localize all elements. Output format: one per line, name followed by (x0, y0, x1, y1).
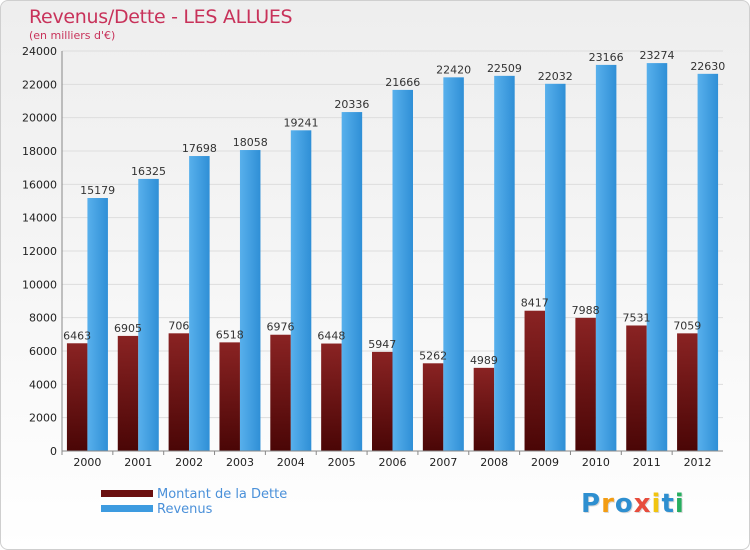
x-tick-label: 2005 (328, 456, 356, 469)
bar-revenus (87, 198, 108, 451)
legend-swatch-revenus (101, 505, 153, 512)
bar-revenus (494, 75, 515, 451)
value-label-revenus: 22032 (538, 70, 573, 83)
value-label-revenus: 20336 (334, 98, 369, 111)
x-tick-label: 2001 (124, 456, 152, 469)
bar-dette (422, 363, 444, 451)
value-label-revenus: 22509 (487, 62, 522, 75)
chart-subtitle: (en milliers d'€) (29, 29, 116, 42)
y-tick-label: 14000 (22, 212, 57, 225)
value-label-revenus: 22420 (436, 63, 471, 76)
x-tick-label: 2004 (277, 456, 305, 469)
bar-dette (575, 317, 596, 451)
bar-revenus (341, 112, 363, 452)
value-labels: 6463 15179 6905 16325 706 17698 6518 18058 6976 1… (63, 49, 725, 367)
bar-dette (372, 351, 393, 451)
value-label-dette: 6448 (317, 330, 345, 343)
bar-revenus (545, 83, 566, 452)
proxiti-logo: Proxiti (581, 489, 685, 519)
bar-dette (626, 325, 647, 451)
x-tick-label: 2008 (480, 456, 508, 469)
bar-dette (168, 333, 190, 451)
bar-dette (473, 367, 495, 451)
logo-letter: P (581, 489, 602, 519)
y-tick-label: 16000 (22, 178, 57, 191)
y-tick-label: 22000 (22, 78, 57, 91)
value-label-dette: 4989 (470, 354, 498, 367)
bar-revenus (239, 150, 261, 452)
y-tick-label: 6000 (29, 345, 57, 358)
y-tick-label: 4000 (29, 378, 57, 391)
value-label-revenus: 21666 (385, 76, 420, 89)
y-tick-label: 10000 (22, 278, 57, 291)
bar-dette (66, 343, 88, 451)
bar-revenus (392, 89, 413, 452)
bar-dette (117, 335, 139, 451)
x-tick-label: 2003 (226, 456, 254, 469)
bar-revenus (138, 178, 159, 451)
logo-letter: r (601, 489, 615, 519)
bar-revenus (290, 130, 312, 452)
value-label-dette: 6463 (63, 329, 91, 342)
logo-letter: i (651, 489, 662, 519)
y-tick-label: 0 (50, 445, 57, 458)
value-label-dette: 5262 (419, 349, 447, 362)
legend-label-revenus: Revenus (157, 502, 213, 517)
value-label-dette: 7988 (572, 304, 600, 317)
value-label-revenus: 15179 (80, 184, 115, 197)
x-tick-label: 2002 (175, 456, 203, 469)
bar-dette (219, 342, 240, 451)
x-tick-label: 2006 (379, 456, 407, 469)
legend-label-dette: Montant de la Dette (157, 487, 288, 502)
value-label-revenus: 19241 (284, 116, 319, 129)
value-label-dette: 6518 (216, 328, 244, 341)
x-tick-label: 2007 (429, 456, 457, 469)
bar-revenus (443, 77, 464, 451)
value-label-dette: 7059 (673, 319, 701, 332)
value-label-revenus: 18058 (233, 136, 268, 149)
bar-revenus (189, 156, 210, 452)
chart-title: Revenus/Dette - LES ALLUES (29, 6, 293, 28)
y-tick-label: 20000 (22, 112, 57, 125)
y-tick-label: 2000 (29, 412, 57, 425)
logo-letter: i (674, 489, 685, 519)
y-tick-label: 24000 (22, 45, 57, 58)
bar-dette (270, 334, 291, 451)
logo-letter: o (614, 489, 634, 519)
bar-dette (677, 333, 698, 451)
bar-revenus (697, 73, 719, 451)
value-label-dette: 5947 (368, 338, 396, 351)
value-label-dette: 6976 (267, 321, 295, 334)
bar-dette (321, 343, 342, 451)
logo-letter: t (661, 489, 675, 519)
value-label-dette: 7531 (622, 311, 650, 324)
y-tick-label: 12000 (22, 245, 57, 258)
bars (66, 63, 719, 452)
legend-swatch-dette (101, 490, 153, 497)
bar-revenus (646, 63, 668, 451)
value-label-dette: 6905 (114, 322, 142, 335)
bar-dette (524, 310, 546, 451)
x-tick-label: 2011 (633, 456, 661, 469)
logo-letter: x (633, 489, 652, 519)
value-label-revenus: 23166 (589, 51, 624, 64)
value-label-revenus: 22630 (690, 60, 725, 73)
value-label-revenus: 17698 (182, 142, 217, 155)
axes: 0 2000 4000 6000 8000 10000 12000 14000 16000 180… (22, 45, 723, 469)
x-tick-label: 2009 (531, 456, 559, 469)
x-tick-label: 2012 (684, 456, 712, 469)
value-label-revenus: 16325 (131, 165, 166, 178)
y-tick-label: 8000 (29, 312, 57, 325)
x-tick-label: 2010 (582, 456, 610, 469)
bar-revenus (595, 64, 617, 452)
value-label-revenus: 23274 (639, 49, 674, 62)
y-tick-label: 18000 (22, 145, 57, 158)
x-tick-label: 2000 (73, 456, 101, 469)
value-label-dette: 8417 (521, 297, 549, 310)
value-label-dette: 706 (168, 319, 189, 332)
